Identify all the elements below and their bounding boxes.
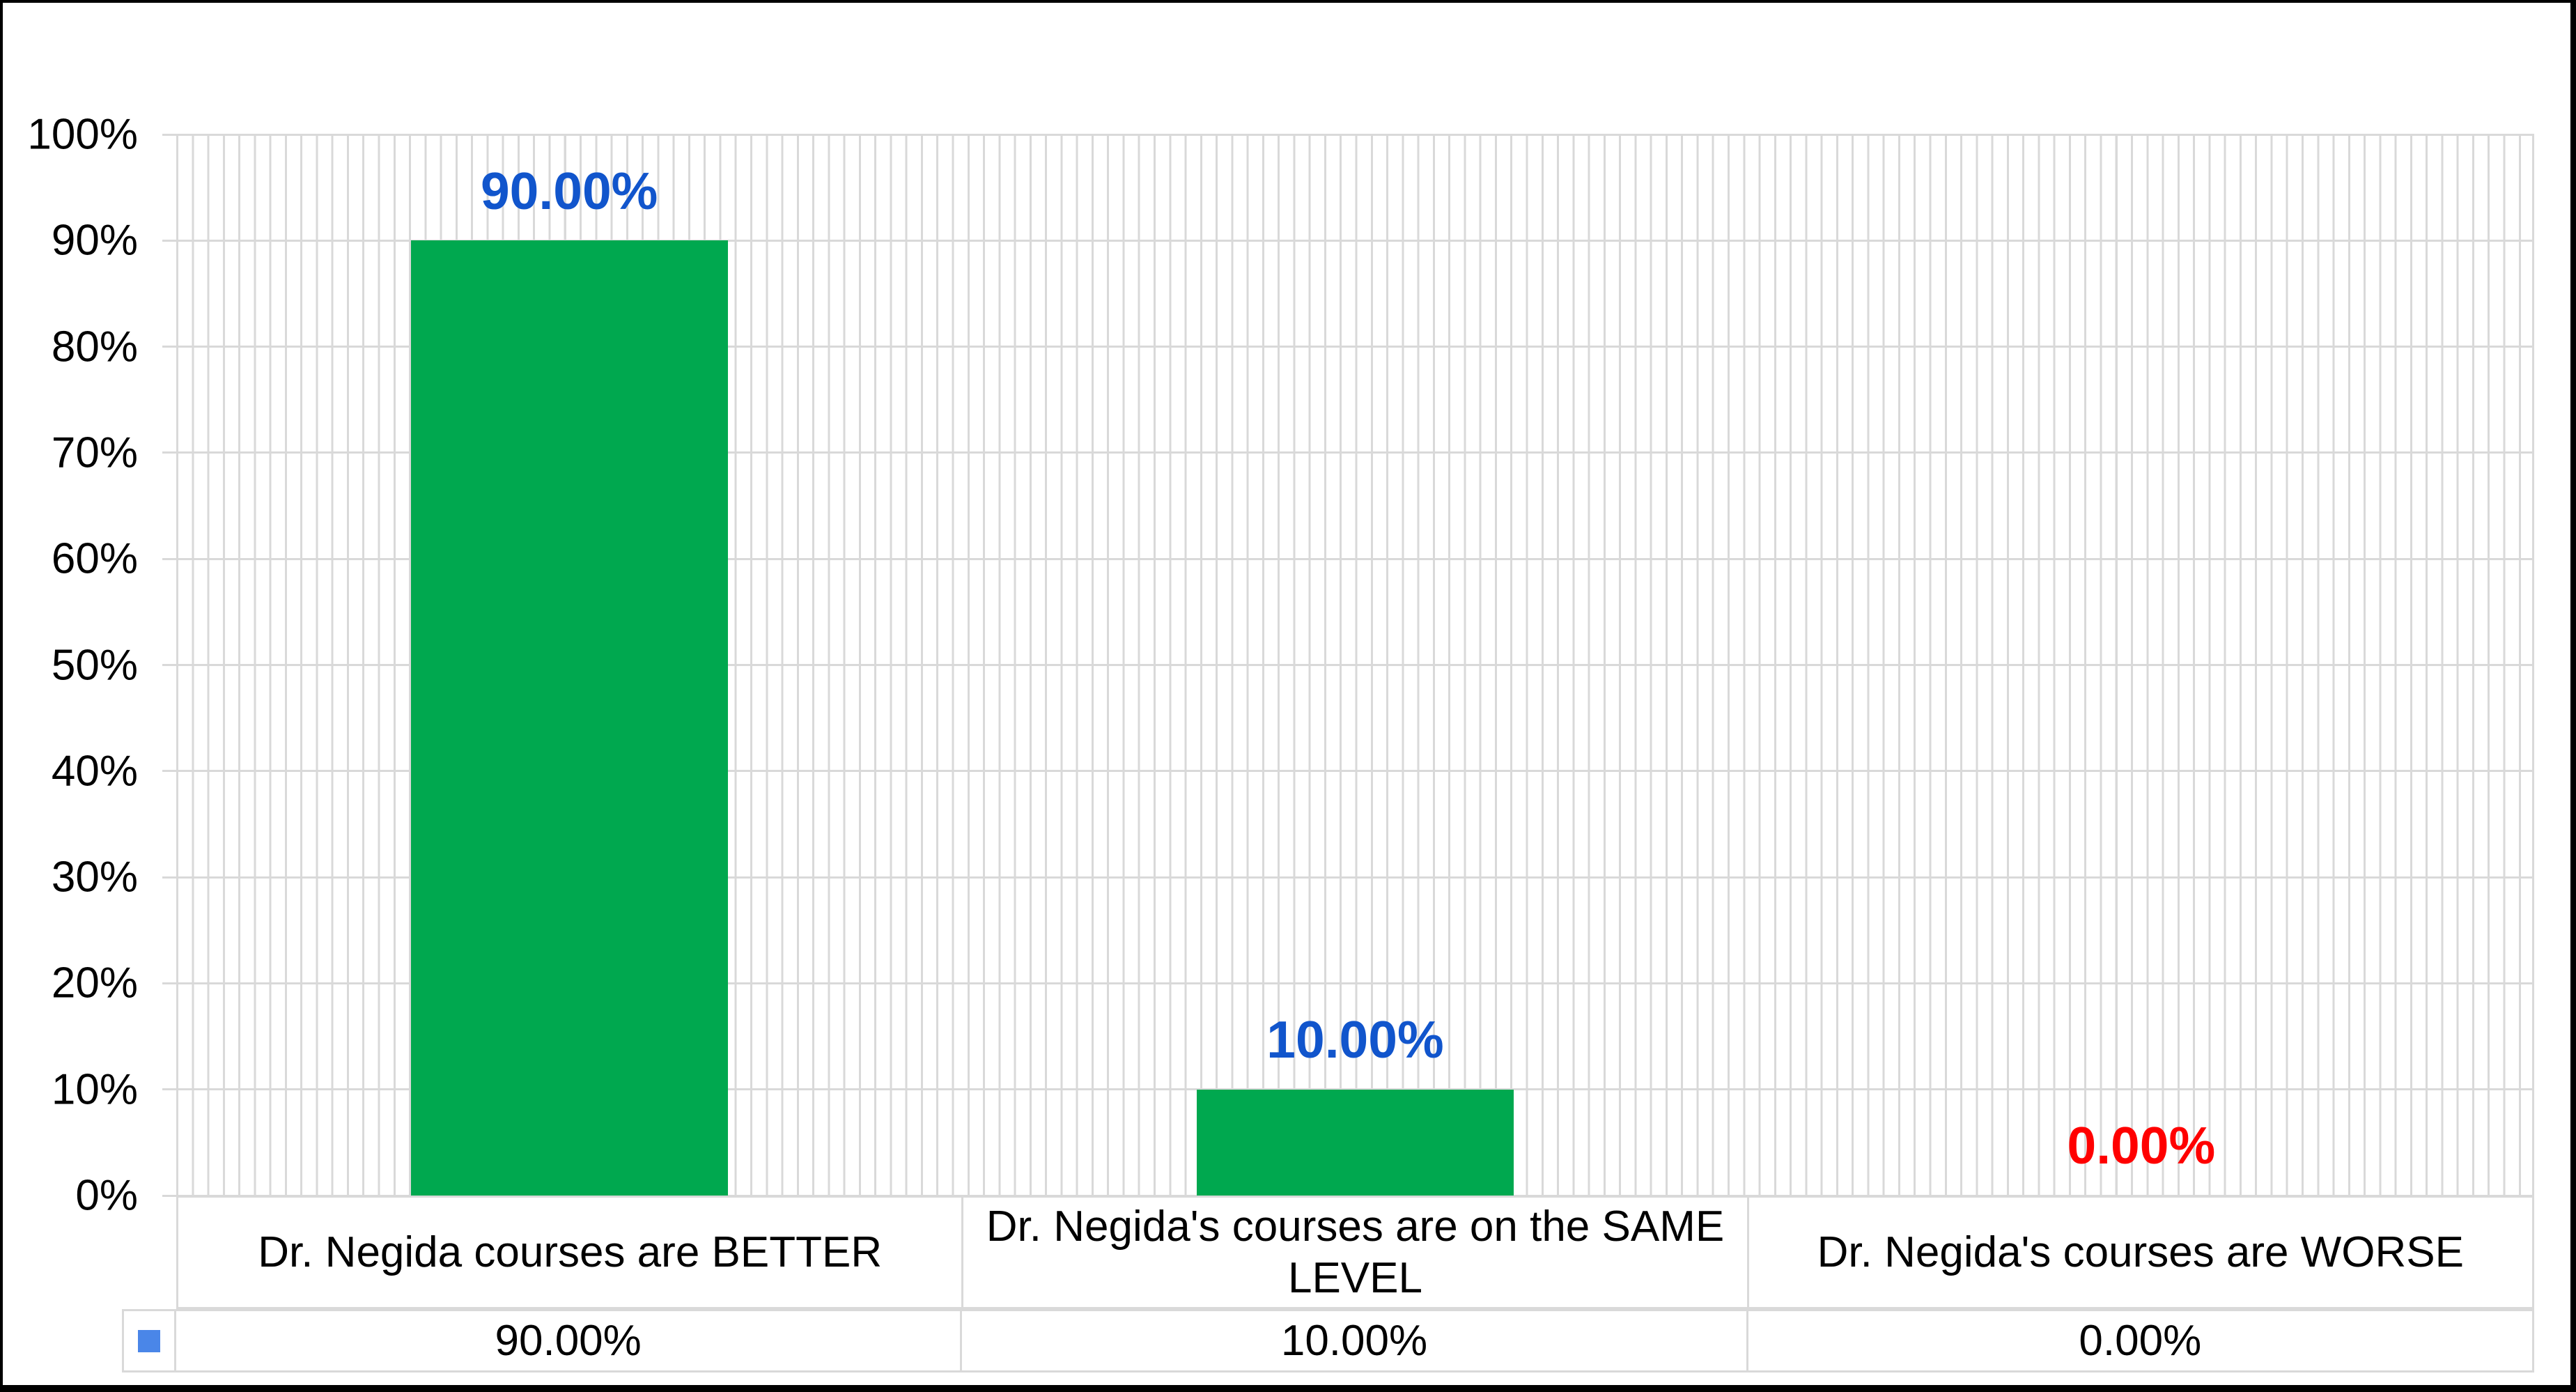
y-tick-label: 20%: [51, 959, 138, 1007]
series-legend-swatch: [138, 1329, 160, 1352]
data-label-worse: 0.00%: [2067, 1116, 2216, 1175]
y-tick-label: 80%: [51, 323, 138, 371]
y-tick-label: 100%: [27, 110, 138, 159]
category-label-worse: Dr. Negida's courses are WORSE: [1746, 1198, 2532, 1307]
y-tick-label: 40%: [51, 747, 138, 796]
y-tick-label: 30%: [51, 853, 138, 902]
data-label-same-level: 10.00%: [1266, 1010, 1444, 1069]
y-tick-label: 50%: [51, 641, 138, 689]
bar-same-level: [1197, 1089, 1514, 1196]
horizontal-gridline: [162, 239, 2534, 242]
bar-slot-worse: 0.00%: [1748, 134, 2534, 1196]
horizontal-gridline: [162, 1088, 2534, 1091]
horizontal-gridline: [162, 876, 2534, 879]
y-axis-labels: 100% 90% 80% 70% 60% 50% 40% 30% 20% 10% 0%: [3, 111, 138, 1220]
bar-better: [410, 240, 728, 1196]
category-label-row: Dr. Negida courses are BETTER Dr. Negida…: [176, 1196, 2534, 1309]
bar-slots: 90.00% 10.00% 0.00%: [176, 134, 2534, 1196]
y-tick-label: 60%: [51, 534, 138, 583]
category-label-better: Dr. Negida courses are BETTER: [258, 1228, 883, 1276]
data-label-better: 90.00%: [480, 161, 658, 220]
y-tick-label: 0%: [75, 1171, 138, 1220]
horizontal-gridline: [162, 664, 2534, 666]
horizontal-gridlines: [162, 133, 2534, 1197]
bar-slot-better: 90.00%: [176, 134, 962, 1196]
category-label-same-level: Dr. Negida's courses are on the SAME LEV…: [961, 1198, 1746, 1307]
value-table-row: 90.00% 10.00% 0.00%: [122, 1309, 2534, 1372]
horizontal-gridline: [162, 770, 2534, 773]
bar-slot-same-level: 10.00%: [962, 134, 1748, 1196]
table-value-same-level: 10.00%: [960, 1311, 1746, 1370]
horizontal-gridline: [162, 982, 2534, 984]
table-value-worse: 0.00%: [1746, 1311, 2532, 1370]
y-tick-label: 70%: [51, 428, 138, 477]
legend-key-cell: [124, 1311, 176, 1370]
horizontal-gridline: [162, 557, 2534, 560]
horizontal-gridline: [162, 133, 2534, 136]
horizontal-gridline: [162, 346, 2534, 348]
y-tick-label: 10%: [51, 1065, 138, 1114]
table-value-better: 90.00%: [495, 1317, 642, 1365]
y-tick-label: 90%: [51, 216, 138, 265]
horizontal-gridline: [162, 451, 2534, 454]
plot-area: 90.00% 10.00% 0.00%: [162, 133, 2534, 1197]
